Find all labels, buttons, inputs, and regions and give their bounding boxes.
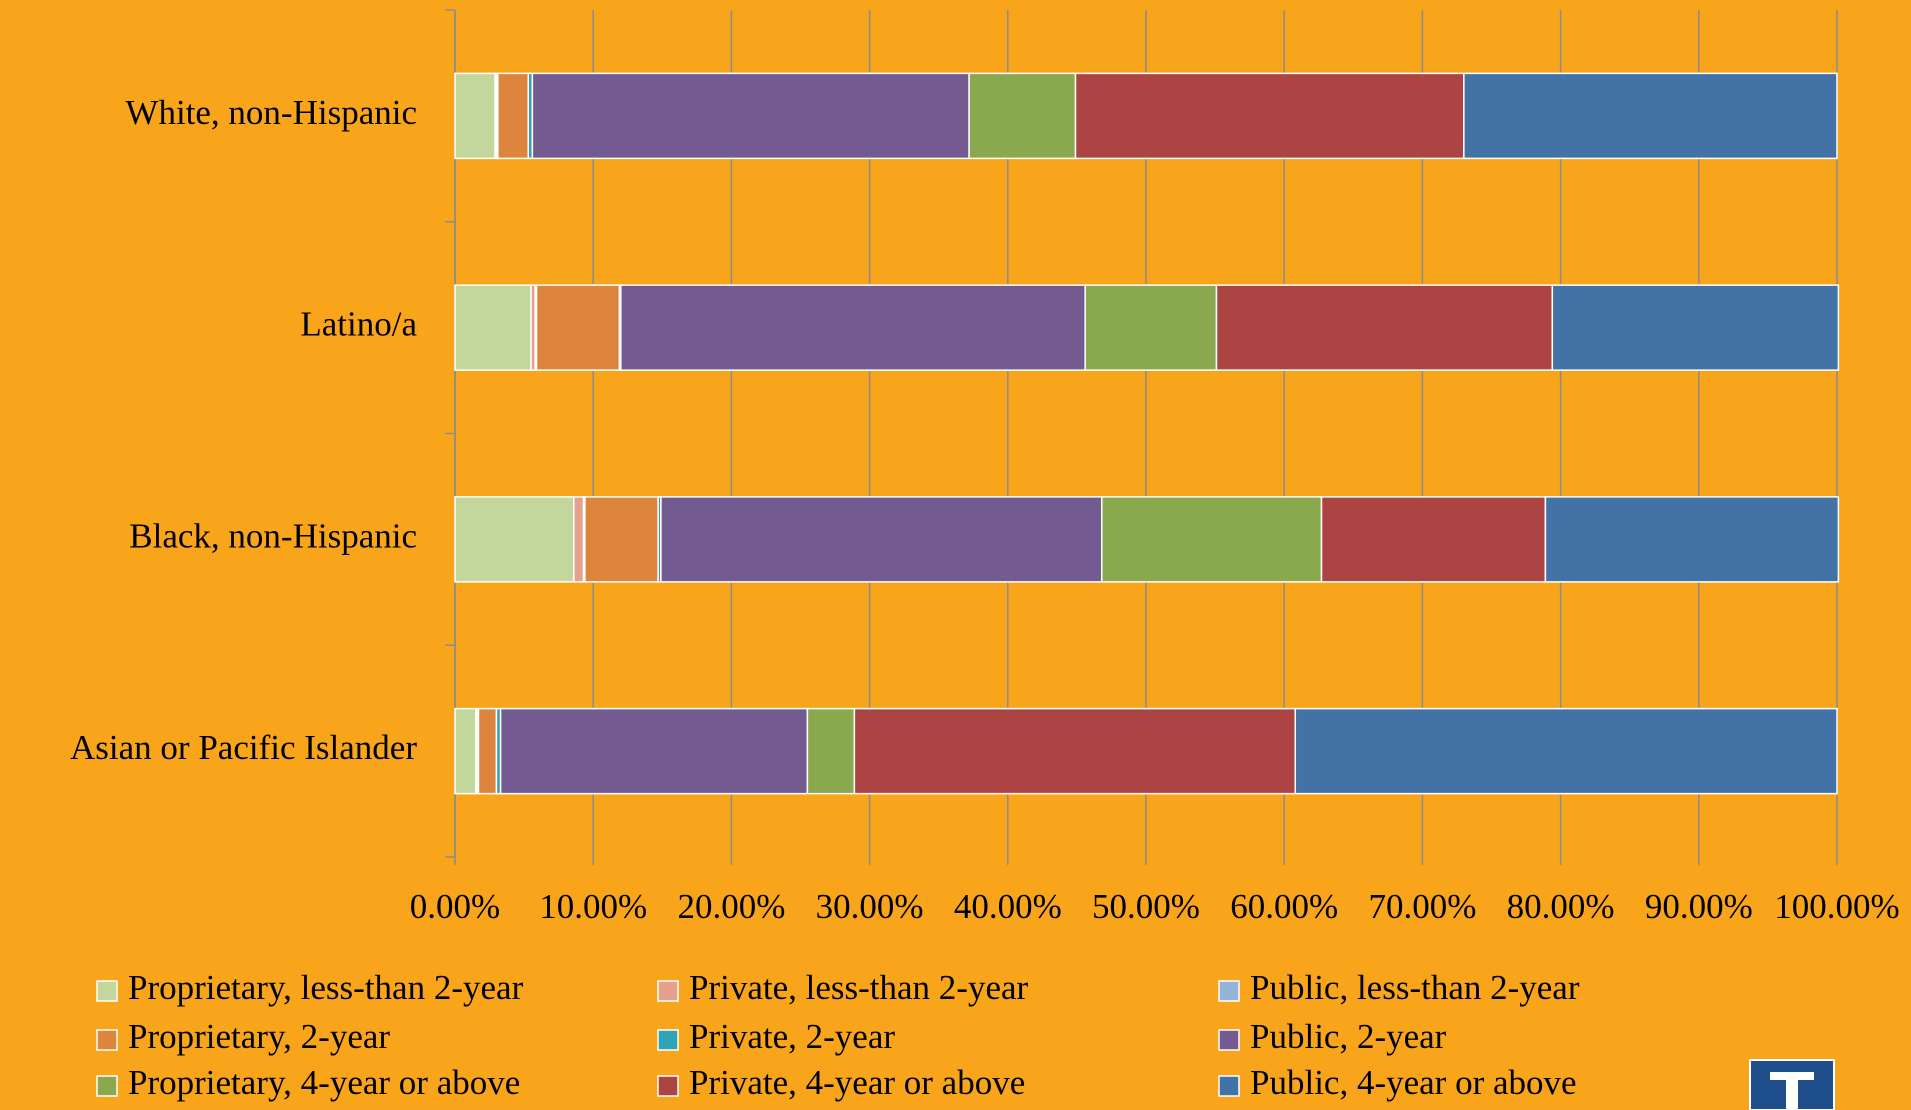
legend-label: Private, 2-year xyxy=(689,1017,895,1056)
legend-swatch xyxy=(657,980,679,1002)
legend-swatch xyxy=(1218,1075,1240,1097)
bar-segment xyxy=(454,284,532,371)
bar-segment xyxy=(853,707,1297,795)
legend-swatch xyxy=(96,1075,118,1097)
legend-label: Private, less-than 2-year xyxy=(689,968,1029,1007)
legend-swatch xyxy=(1218,980,1240,1002)
x-tick-label: 90.00% xyxy=(1645,887,1753,926)
legend-swatch xyxy=(1218,1029,1240,1051)
bar-segment xyxy=(497,72,529,160)
x-tick-label: 80.00% xyxy=(1507,887,1615,926)
bar-segment xyxy=(1101,496,1323,583)
logo xyxy=(1749,1059,1835,1110)
bar-segment xyxy=(1074,72,1465,160)
legend-label: Private, 4-year or above xyxy=(689,1063,1025,1102)
legend-swatch xyxy=(96,980,118,1002)
x-tick-label: 100.00% xyxy=(1774,887,1899,926)
x-tick-label: 0.00% xyxy=(410,887,500,926)
bar-segment xyxy=(1215,284,1554,371)
legend-label: Public, 4-year or above xyxy=(1250,1063,1577,1102)
bar-segment xyxy=(535,284,621,371)
y-tick-label: Latino/a xyxy=(300,305,417,344)
bar-segment xyxy=(477,707,498,795)
bar-segment xyxy=(1320,496,1547,583)
y-tick-label: Asian or Pacific Islander xyxy=(70,728,417,767)
bar-segment xyxy=(531,72,970,160)
x-tick-label: 70.00% xyxy=(1368,887,1476,926)
bar-segment xyxy=(1544,496,1840,583)
bar-segment xyxy=(573,496,585,583)
x-tick-label: 60.00% xyxy=(1230,887,1338,926)
bar-segment xyxy=(454,72,496,160)
legend-label: Proprietary, 4-year or above xyxy=(128,1063,520,1102)
bar-segment xyxy=(499,707,809,795)
legend-swatch xyxy=(96,1029,118,1051)
legend-swatch xyxy=(657,1029,679,1051)
x-tick-label: 10.00% xyxy=(539,887,647,926)
legend-label: Public, 2-year xyxy=(1250,1017,1447,1056)
x-tick-label: 50.00% xyxy=(1092,887,1200,926)
bar-segment xyxy=(454,707,477,795)
x-tick-label: 30.00% xyxy=(816,887,924,926)
y-tick-label: Black, non-Hispanic xyxy=(129,516,417,555)
bar-segment xyxy=(660,496,1103,583)
legend-label: Proprietary, less-than 2-year xyxy=(128,968,524,1007)
bar-segment xyxy=(1551,284,1840,371)
y-tick-label: White, non-Hispanic xyxy=(125,93,417,132)
bar-segment xyxy=(1463,72,1838,160)
legend-label: Public, less-than 2-year xyxy=(1250,968,1580,1007)
bar-segment xyxy=(1084,284,1218,371)
bar-segment xyxy=(584,496,659,583)
x-tick-label: 40.00% xyxy=(954,887,1062,926)
bar-segment xyxy=(968,72,1077,160)
bar-segment xyxy=(620,284,1086,371)
x-tick-label: 20.00% xyxy=(677,887,785,926)
bar-segment xyxy=(806,707,856,795)
bar-segment xyxy=(454,496,575,583)
legend-swatch xyxy=(657,1075,679,1097)
legend-label: Proprietary, 2-year xyxy=(128,1017,390,1056)
bar-segment xyxy=(1294,707,1838,795)
